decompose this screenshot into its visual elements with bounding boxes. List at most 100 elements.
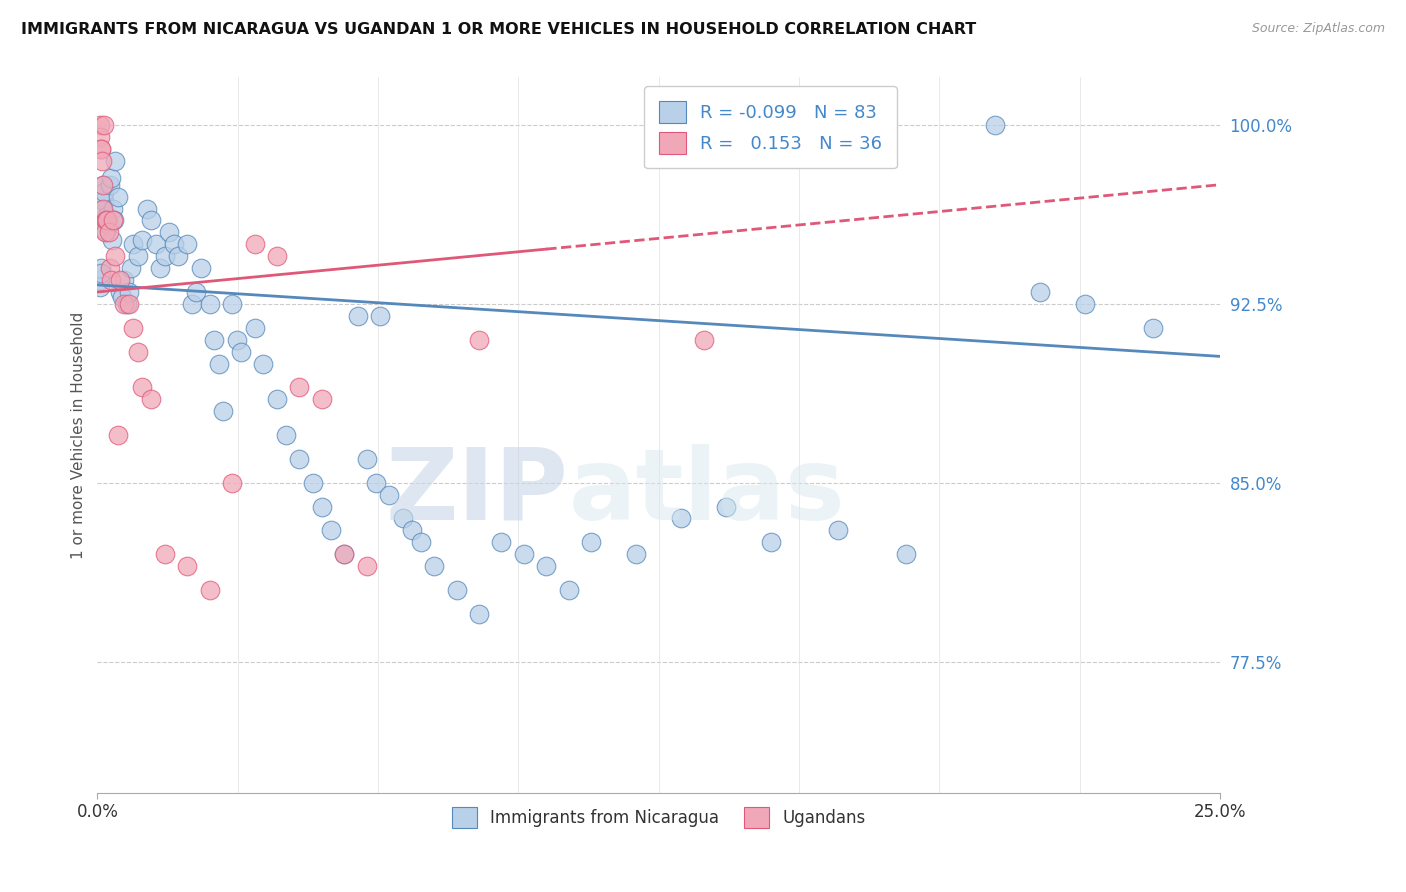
Point [669,511,692,525]
Point [90,142,112,156]
Point [93,194,115,209]
Point [103,213,125,227]
Point [176,237,198,252]
Point [401,524,423,538]
Point [167,249,190,263]
Point [163,237,186,252]
Point [1029,285,1052,299]
Point [90,266,112,280]
Point [149,261,172,276]
Point [90,153,112,168]
Point [100,273,122,287]
Point [184,285,207,299]
Point [984,118,1007,132]
Point [311,500,333,514]
Point [89,130,111,145]
Point [378,488,401,502]
Point [94,213,117,227]
Text: atlas: atlas [569,443,845,541]
Point [368,309,391,323]
Point [115,297,138,311]
Y-axis label: 1 or more Vehicles in Household: 1 or more Vehicles in Household [72,311,86,558]
Point [624,547,647,561]
Point [98,178,121,192]
Point [243,237,266,252]
Point [1074,297,1097,311]
Point [346,309,368,323]
Point [225,333,247,347]
Point [93,185,115,199]
Point [90,202,112,216]
Point [127,249,149,263]
Point [89,118,111,132]
Point [157,226,180,240]
Point [131,380,153,394]
Point [1142,320,1164,334]
Point [94,226,117,240]
Point [558,582,581,597]
Point [107,428,129,442]
Point [90,261,112,276]
Point [356,451,378,466]
Point [101,213,124,227]
Point [120,261,142,276]
Point [714,500,737,514]
Point [122,237,145,252]
Point [243,320,266,334]
Point [266,392,288,407]
Point [118,285,141,299]
Point [364,475,387,490]
Point [153,547,176,561]
Point [212,404,235,418]
Point [97,226,120,240]
Point [894,547,917,561]
Point [91,202,114,216]
Point [513,547,536,561]
Point [89,280,111,294]
Point [96,213,118,227]
Point [89,273,111,287]
Text: IMMIGRANTS FROM NICARAGUA VS UGANDAN 1 OR MORE VEHICLES IN HOUSEHOLD CORRELATION: IMMIGRANTS FROM NICARAGUA VS UGANDAN 1 O… [21,22,976,37]
Point [93,118,115,132]
Point [491,535,513,549]
Point [333,547,356,561]
Point [468,333,491,347]
Text: Source: ZipAtlas.com: Source: ZipAtlas.com [1251,22,1385,36]
Point [101,202,124,216]
Point [423,559,446,574]
Point [108,285,131,299]
Text: ZIP: ZIP [385,443,569,541]
Point [391,511,413,525]
Point [90,142,112,156]
Point [229,344,252,359]
Point [96,213,118,227]
Point [221,475,243,490]
Point [176,559,198,574]
Point [107,189,129,203]
Point [468,607,491,621]
Point [446,582,468,597]
Point [692,333,714,347]
Point [252,357,274,371]
Point [104,153,127,168]
Point [145,237,167,252]
Point [288,380,311,394]
Point [356,559,378,574]
Legend: Immigrants from Nicaragua, Ugandans: Immigrants from Nicaragua, Ugandans [444,801,872,834]
Point [266,249,288,263]
Point [141,213,163,227]
Point [100,170,122,185]
Point [302,475,325,490]
Point [759,535,782,549]
Point [319,524,342,538]
Point [131,233,153,247]
Point [91,178,114,192]
Point [111,290,134,304]
Point [98,261,121,276]
Point [112,297,135,311]
Point [91,178,114,192]
Point [274,428,297,442]
Point [122,320,145,334]
Point [108,273,131,287]
Point [180,297,202,311]
